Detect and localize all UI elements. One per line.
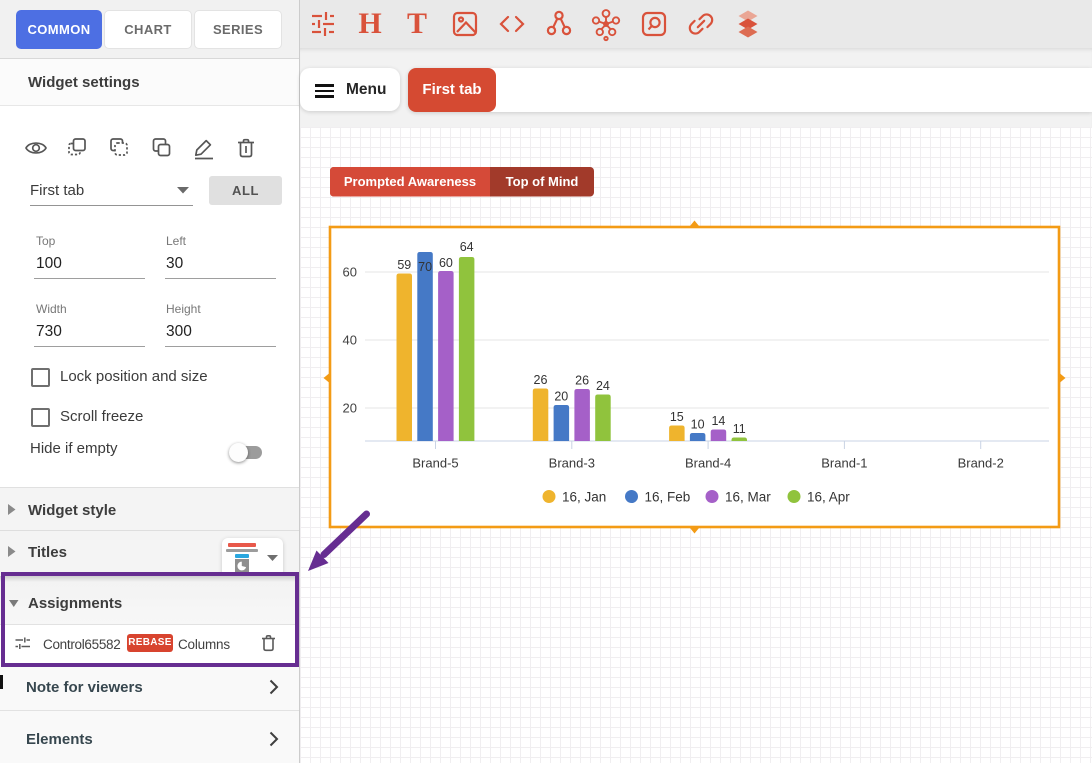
svg-text:26: 26 [534, 373, 548, 387]
svg-text:59: 59 [397, 258, 411, 272]
svg-text:Brand-4: Brand-4 [685, 456, 731, 471]
svg-text:T: T [407, 7, 427, 40]
svg-text:Brand-2: Brand-2 [958, 456, 1004, 471]
svg-text:40: 40 [343, 333, 357, 348]
svg-text:10: 10 [691, 418, 705, 432]
svg-text:Prompted Awareness: Prompted Awareness [344, 174, 476, 189]
svg-text:Top of Mind: Top of Mind [506, 174, 579, 189]
svg-text:20: 20 [343, 401, 357, 416]
svg-text:Brand-3: Brand-3 [549, 456, 595, 471]
svg-text:Brand-1: Brand-1 [821, 456, 867, 471]
svg-text:64: 64 [460, 240, 474, 254]
svg-text:15: 15 [670, 410, 684, 424]
svg-text:26: 26 [575, 374, 589, 388]
svg-text:16, Feb: 16, Feb [645, 490, 691, 505]
svg-text:60: 60 [343, 265, 357, 280]
svg-text:11: 11 [733, 422, 746, 436]
svg-text:70: 70 [418, 260, 432, 274]
svg-text:H: H [358, 7, 381, 40]
svg-text:16, Jan: 16, Jan [562, 490, 606, 505]
svg-text:24: 24 [596, 379, 610, 393]
svg-text:60: 60 [439, 256, 453, 270]
svg-text:16, Apr: 16, Apr [807, 490, 850, 505]
svg-text:Brand-5: Brand-5 [412, 456, 458, 471]
svg-text:16, Mar: 16, Mar [725, 490, 771, 505]
svg-text:14: 14 [711, 414, 725, 428]
svg-text:20: 20 [554, 390, 568, 404]
